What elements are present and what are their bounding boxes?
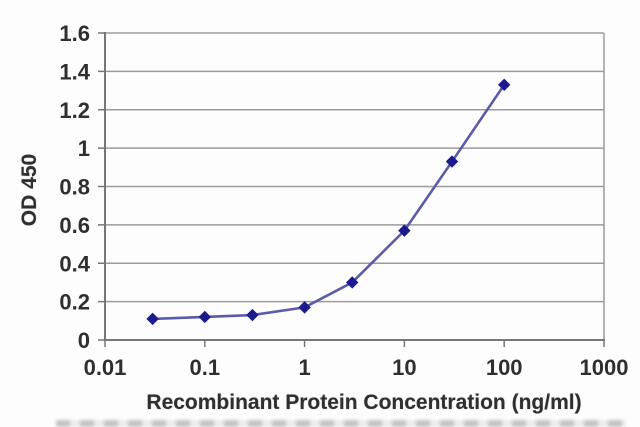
x-axis-title: Recombinant Protein Concentration (ng/ml… (146, 391, 582, 414)
data-point-marker (146, 312, 159, 326)
y-tick-label: 1.6 (59, 21, 90, 46)
x-tick-label: 0.1 (190, 355, 221, 380)
data-point-marker (246, 308, 259, 322)
y-tick-label: 0 (78, 328, 90, 353)
data-point-marker (445, 155, 459, 168)
x-tick-label: 1000 (580, 355, 629, 380)
data-point-marker (497, 78, 511, 92)
y-tick-label: 0.4 (59, 251, 90, 276)
y-axis-title: OD 450 (18, 153, 41, 227)
series-line (151, 83, 506, 321)
x-tick-label: 0.01 (84, 355, 127, 380)
x-tick-label: 100 (486, 355, 523, 380)
y-tick-label: 1 (78, 136, 90, 161)
data-point-marker (198, 310, 212, 324)
data-point-marker (298, 301, 311, 314)
y-tick-label: 0.2 (59, 290, 90, 315)
y-tick-label: 1.2 (59, 98, 90, 123)
data-point-marker (398, 224, 411, 237)
x-tick-label: 1 (298, 355, 310, 380)
x-tick-label: 10 (392, 355, 416, 380)
cropped-bottom-text-strip (56, 420, 626, 427)
y-tick-label: 1.4 (59, 59, 90, 84)
data-point-marker (346, 276, 359, 289)
y-tick-label: 0.6 (59, 213, 90, 238)
y-tick-label: 0.8 (59, 175, 90, 200)
